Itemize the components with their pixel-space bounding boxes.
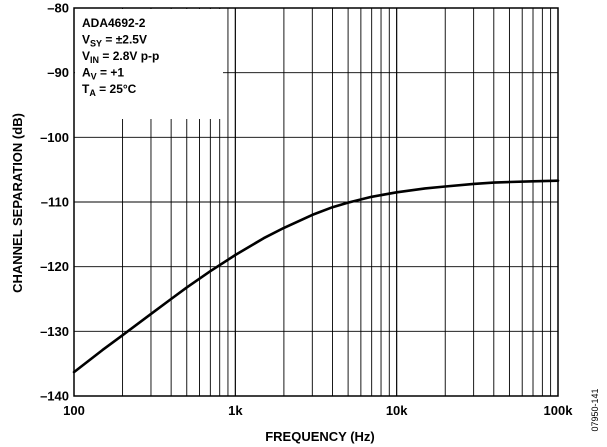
plot-frame <box>73 7 559 397</box>
y-tick-label: –80 <box>47 1 69 16</box>
annotation-line: ADA4692-2 <box>82 16 146 30</box>
annotation-line: VSY = ±2.5V <box>82 33 147 49</box>
x-tick-label: 100k <box>544 403 574 418</box>
x-tick-label: 100 <box>63 403 85 418</box>
x-tick-label: 10k <box>386 403 408 418</box>
plot-border <box>73 7 559 397</box>
figure-id: 07950-141 <box>590 388 600 431</box>
y-tick-label: –130 <box>40 324 69 339</box>
y-tick-label: –110 <box>41 195 69 210</box>
y-axis-label: CHANNEL SEPARATION (dB) <box>10 113 25 293</box>
x-tick-label: 1k <box>228 403 243 418</box>
x-axis-label: FREQUENCY (Hz) <box>265 429 375 444</box>
series-layer <box>72 179 560 374</box>
annotation-line: TA = 25°C <box>82 82 137 98</box>
annotation-background <box>75 9 223 119</box>
y-tick-label: –140 <box>40 389 69 404</box>
y-tick-label: –90 <box>47 65 69 80</box>
y-tick-label: –100 <box>40 130 69 145</box>
series-line <box>72 179 560 374</box>
y-tick-label: –120 <box>40 259 69 274</box>
annotation-line: VIN = 2.8V p-p <box>82 49 159 65</box>
annotation-line: AV = +1 <box>82 66 124 82</box>
